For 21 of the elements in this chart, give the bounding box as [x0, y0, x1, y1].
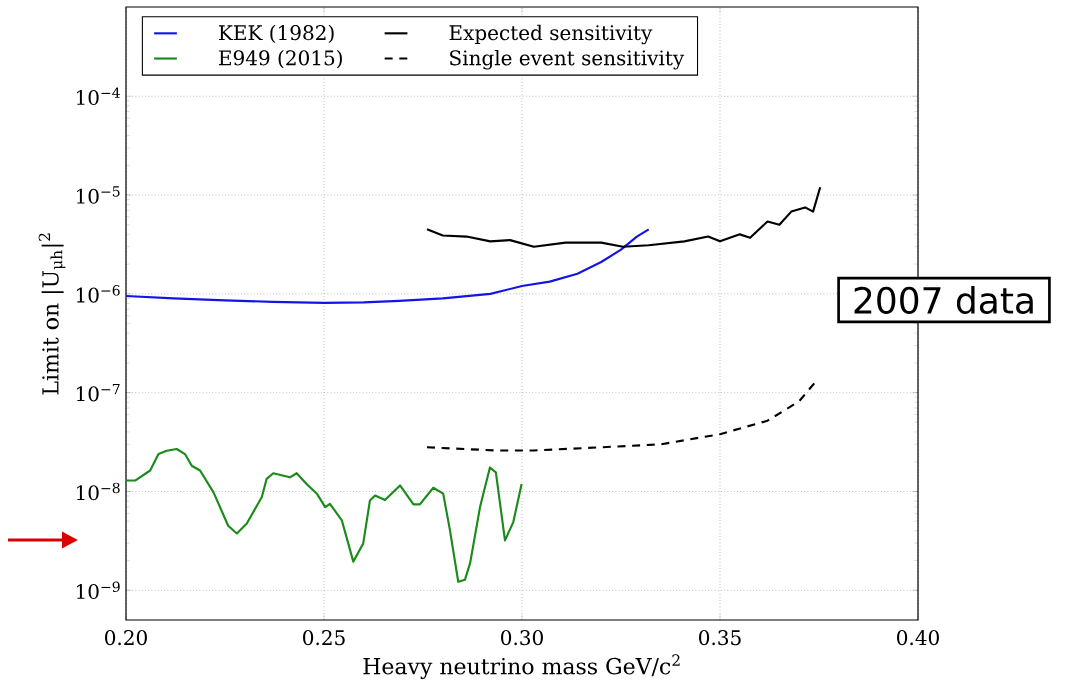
legend-label: Single event sensitivity — [450, 49, 685, 70]
y-tick-label: 10$^{−8}$ — [76, 482, 120, 501]
y-axis-title: Limit on |U$_{μh}$|$^{2}$ — [38, 233, 66, 395]
x-tick-label: 0.30 — [501, 630, 543, 646]
x-axis-title: Heavy neutrino mass GeV/c$^{2}$ — [363, 654, 680, 680]
y-tick-label: 10$^{−6}$ — [76, 285, 120, 303]
legend-label: E949 (2015) — [219, 49, 342, 69]
line-series — [126, 447, 523, 583]
y-tick-label: 10$^{−5}$ — [76, 186, 120, 204]
y-tick-label: 10$^{−9}$ — [76, 581, 120, 600]
line-series — [425, 186, 822, 248]
legend-label: KEK (1982) — [219, 24, 334, 44]
y-tick-label: 10$^{−7}$ — [76, 383, 120, 402]
x-tick-label: 0.25 — [303, 630, 345, 646]
legend-label: Expected sensitivity — [449, 24, 653, 45]
x-tick-label: 0.20 — [105, 630, 147, 646]
x-tick-label: 0.40 — [897, 630, 939, 646]
annotation: 2007 data — [854, 286, 1033, 314]
y-tick-label: 10$^{−4}$ — [76, 87, 120, 106]
line-series — [126, 228, 650, 304]
x-tick-label: 0.35 — [699, 630, 741, 646]
